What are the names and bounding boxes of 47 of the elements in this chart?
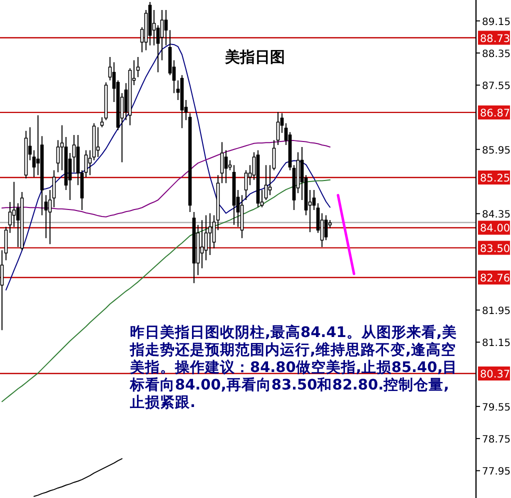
- candlestick: [12, 181, 16, 228]
- candlestick: [100, 116, 104, 128]
- y-tick-label: 88.35: [482, 49, 511, 60]
- candlestick: [312, 189, 316, 211]
- y-tick-label: 79.55: [482, 402, 511, 414]
- candlestick: [44, 194, 48, 239]
- candlestick: [164, 10, 168, 46]
- ref-line-label: 84.00: [480, 222, 510, 235]
- candlestick: [96, 126, 100, 158]
- y-tick-label: 87.55: [482, 81, 511, 92]
- candlestick: [228, 160, 232, 171]
- ref-line-label: 83.50: [480, 242, 510, 255]
- candlestick: [48, 189, 52, 245]
- line-series: [336, 194, 356, 276]
- candlestick: [264, 164, 268, 201]
- ref-line-label: 88.73: [480, 32, 510, 45]
- ref-line-label: 82.76: [480, 272, 510, 285]
- y-tick-label: 81.15: [482, 338, 511, 350]
- y-tick-label: 85.95: [482, 145, 511, 156]
- y-tick-label: 81.95: [482, 306, 511, 318]
- annotation: 昨日美指日图收阴柱,最高84.41。从图形来看,美指走势还是预期范围内运行,维持思路不变,逢高空美指。操作建议：84.80做空美指,止损85.40,目标看向84.00,再看向83.50和82.80.控制仓量,止损紧跟.: [129, 323, 458, 411]
- y-tick-label: 89.15: [482, 16, 511, 28]
- candlestick: [0, 250, 4, 331]
- candlestick: [136, 56, 140, 78]
- candlestick: [276, 112, 280, 146]
- candlestick: [52, 170, 56, 208]
- candlestick: [200, 220, 204, 269]
- candlestick: [8, 202, 12, 234]
- ref-line-label: 80.37: [480, 368, 510, 380]
- candlestick: [244, 170, 248, 201]
- ref-line-label: 86.87: [480, 107, 510, 120]
- y-tick-label: 77.95: [482, 466, 511, 478]
- candlestick: [324, 214, 328, 241]
- y-tick-label: 84.35: [482, 210, 511, 221]
- candlestick: [32, 150, 36, 178]
- candlestick: [4, 226, 8, 261]
- y-tick-label: 78.75: [482, 434, 511, 446]
- candlestick: [56, 140, 60, 173]
- line-series: [34, 458, 122, 497]
- candlestick: [220, 142, 224, 184]
- candlestick: [72, 134, 76, 173]
- candlestick: [160, 10, 164, 61]
- text: 美指日图: [224, 48, 285, 66]
- candlestick: [208, 212, 212, 256]
- ref-line-label: 85.25: [480, 172, 510, 185]
- candlestick: [212, 214, 216, 249]
- line-series: [6, 44, 330, 290]
